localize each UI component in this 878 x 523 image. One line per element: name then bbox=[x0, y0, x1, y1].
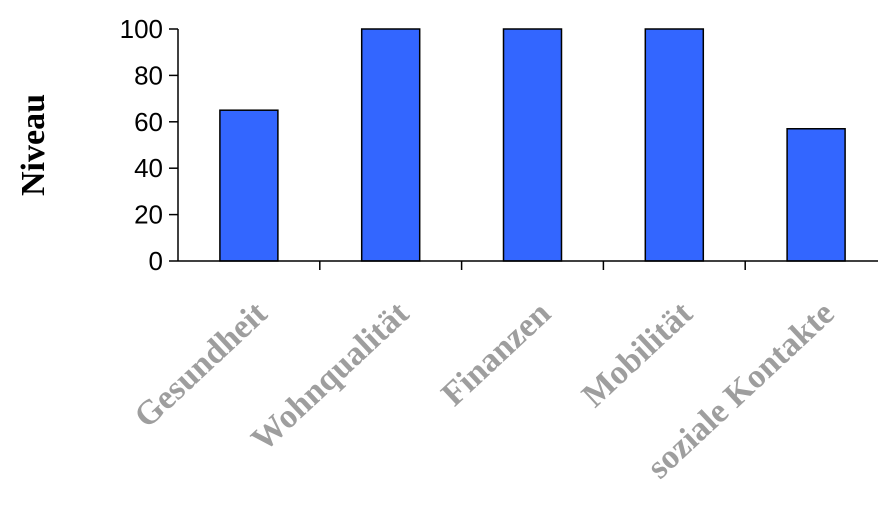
bar-soziale-kontakte bbox=[786, 128, 846, 262]
y-axis-label: Niveau bbox=[15, 94, 52, 196]
y-tick-label: 80 bbox=[134, 60, 163, 90]
bars-group bbox=[219, 28, 846, 262]
x-tick-label: Finanzen bbox=[435, 295, 558, 414]
bar-gesundheit bbox=[219, 109, 279, 262]
x-tick-label: Gesundheit bbox=[128, 294, 275, 435]
y-tick-label: 40 bbox=[134, 153, 163, 183]
x-tick-label: Mobilität bbox=[575, 294, 700, 414]
y-tick-label: 100 bbox=[120, 14, 163, 44]
y-tick-label: 60 bbox=[134, 107, 163, 137]
y-tick-label: 0 bbox=[149, 246, 163, 276]
bar-mobilit-t bbox=[644, 28, 705, 262]
bar-wohnqualit-t bbox=[360, 28, 421, 262]
y-tick-label: 20 bbox=[134, 200, 163, 230]
y-ticks-group: 0 20 40 60 80 100 bbox=[120, 14, 178, 276]
bar-finanzen bbox=[502, 28, 563, 262]
